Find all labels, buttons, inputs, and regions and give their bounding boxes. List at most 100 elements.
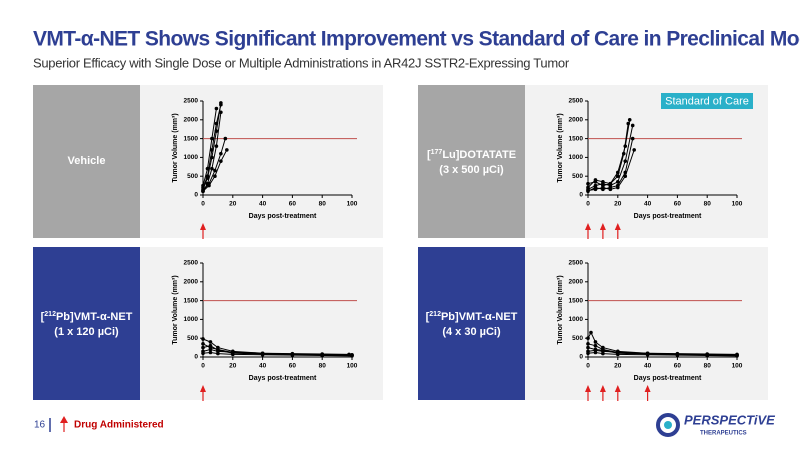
annotation-box	[661, 93, 753, 109]
x-tick-label: 20	[614, 363, 622, 370]
y-tick-label: 1000	[569, 316, 584, 323]
x-tick-label: 100	[732, 201, 743, 208]
legend-arrow-head	[60, 416, 68, 423]
label-part: [	[426, 311, 430, 323]
x-tick-label: 80	[704, 201, 712, 208]
panel-label: [212Pb]VMT-α-NET	[426, 311, 518, 323]
page-number: 16	[34, 420, 46, 431]
label-sup: 177	[431, 149, 443, 156]
logo-subtext: THERAPEUTICS	[700, 431, 747, 437]
x-tick-label: 60	[674, 201, 682, 208]
data-point	[626, 121, 631, 126]
dose-arrow-head	[599, 385, 606, 392]
x-tick-label: 0	[201, 363, 205, 370]
dose-arrow-head	[585, 385, 591, 392]
dose-arrow-head	[585, 223, 591, 230]
data-point	[223, 136, 228, 141]
y-tick-label: 2500	[569, 98, 584, 105]
logo-dot	[664, 421, 672, 429]
series-line	[587, 351, 738, 357]
label-box	[418, 85, 525, 238]
y-tick-label: 0	[194, 354, 198, 361]
y-axis-label: Tumor Volume (mm³)	[557, 275, 564, 344]
y-tick-label: 1000	[569, 154, 584, 161]
x-tick-label: 0	[586, 201, 590, 208]
data-point	[630, 136, 635, 141]
y-tick-label: 1000	[184, 316, 199, 323]
y-tick-label: 1500	[569, 297, 584, 304]
x-tick-label: 60	[289, 201, 297, 208]
data-point	[586, 336, 590, 340]
x-tick-label: 60	[674, 363, 682, 370]
series-line	[202, 112, 222, 192]
y-axis-label: Tumor Volume (mm³)	[172, 113, 179, 182]
y-tick-label: 500	[187, 335, 198, 342]
dose-arrow-head	[614, 385, 621, 392]
x-tick-label: 0	[586, 363, 590, 370]
panel-label: (4 x 30 µCi)	[442, 326, 501, 338]
logo-mark	[656, 413, 680, 437]
panel-label: [212Pb]VMT-α-NET	[41, 311, 133, 323]
dose-arrow-head	[614, 223, 621, 230]
panel: [212Pb]VMT-α-NET (4 x 30 µCi) 0 500 1000 1500…	[418, 247, 768, 401]
series-line	[202, 104, 222, 188]
label-box	[33, 247, 140, 400]
y-tick-label: 500	[187, 173, 198, 180]
series-line	[202, 351, 353, 357]
y-tick-label: 0	[579, 354, 583, 361]
y-tick-label: 2500	[184, 260, 199, 267]
label-box	[33, 85, 140, 238]
label-part: Lu]DOTATATE	[442, 149, 516, 161]
y-tick-label: 0	[194, 192, 198, 199]
y-tick-label: 2000	[569, 117, 584, 124]
legend-text: Drug Administered	[74, 420, 164, 431]
panel-label: (3 x 500 µCi)	[439, 164, 504, 176]
series-line	[587, 138, 634, 192]
series-line	[587, 123, 629, 187]
y-tick-label: 500	[572, 173, 583, 180]
data-point	[219, 102, 223, 107]
y-tick-label: 1000	[184, 154, 199, 161]
y-tick-label: 0	[579, 192, 583, 199]
annotation: Standard of Care	[665, 95, 749, 107]
panel-label: Vehicle	[68, 155, 106, 167]
x-tick-label: 80	[319, 201, 327, 208]
x-axis-label: Days post-treatment	[249, 213, 317, 220]
x-tick-label: 80	[319, 363, 327, 370]
data-point	[225, 148, 229, 152]
label-part: [	[427, 149, 431, 161]
y-tick-label: 500	[572, 335, 583, 342]
data-point	[201, 351, 205, 356]
chart-area	[525, 85, 768, 238]
series-line	[587, 149, 635, 191]
x-tick-label: 100	[347, 201, 358, 208]
data-point	[347, 352, 351, 357]
series-line	[587, 349, 738, 355]
data-point	[586, 351, 590, 356]
y-axis-label: Tumor Volume (mm³)	[172, 275, 179, 344]
y-tick-label: 2500	[184, 98, 199, 105]
label-sup: 212	[429, 311, 441, 318]
label-sup: 212	[44, 311, 56, 318]
x-tick-label: 80	[704, 363, 712, 370]
x-axis-label: Days post-treatment	[249, 375, 317, 382]
panel: [177Lu]DOTATATE(3 x 500 µCi)050010001500…	[418, 85, 768, 239]
chart-area	[140, 247, 383, 400]
series-group	[201, 101, 229, 194]
data-point	[201, 337, 205, 341]
y-tick-label: 2000	[184, 279, 199, 286]
chart-area	[140, 85, 383, 238]
y-axis-label: Tumor Volume (mm³)	[557, 113, 564, 182]
y-tick-label: 2500	[569, 260, 584, 267]
x-tick-label: 40	[259, 363, 267, 370]
series-line	[202, 149, 228, 192]
panel: [212Pb]VMT-α-NET(1 x 120 µCi)05001000150…	[33, 247, 383, 401]
x-tick-label: 60	[289, 363, 297, 370]
data-point	[219, 110, 223, 115]
series-line	[202, 138, 226, 191]
series-line	[202, 108, 217, 186]
label-part: Vehicle	[68, 155, 106, 167]
label-part: [	[41, 311, 45, 323]
